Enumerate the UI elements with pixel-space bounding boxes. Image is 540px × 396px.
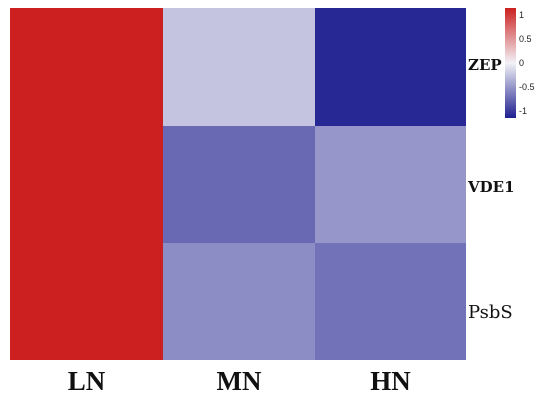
row-label-psbs: PsbS (468, 302, 513, 323)
legend-tick-label: 1 (519, 10, 524, 20)
column-labels: LN MN HN (68, 366, 412, 396)
heatmap-cell-psbs-mn (163, 243, 315, 360)
row-label-vde1: VDE1 (467, 178, 515, 196)
heatmap-cell-psbs-hn (315, 243, 466, 360)
heatmap-cell-vde1-ln (10, 126, 163, 243)
column-label-mn: MN (217, 366, 262, 396)
legend-tick-label: 0.5 (519, 34, 532, 44)
legend-tick-label: 0 (519, 58, 524, 68)
heatmap-cell-vde1-mn (163, 126, 315, 243)
heatmap-cell-psbs-ln (10, 243, 163, 360)
heatmap-cell-zep-ln (10, 8, 163, 126)
row-label-zep: ZEP (468, 56, 502, 74)
row-labels: ZEP VDE1 PsbS (467, 56, 515, 323)
color-legend: 1 0.5 0 -0.5 -1 (505, 8, 535, 118)
heatmap-cell-zep-mn (163, 8, 315, 126)
column-label-ln: LN (68, 366, 106, 396)
heatmap-cell-zep-hn (315, 8, 466, 126)
column-label-hn: HN (370, 366, 411, 396)
color-legend-bar (505, 8, 516, 118)
heatmap-cells (10, 8, 466, 360)
legend-tick-label: -1 (519, 106, 527, 116)
color-legend-ticks: 1 0.5 0 -0.5 -1 (519, 10, 535, 116)
heatmap-cell-vde1-hn (315, 126, 466, 243)
legend-tick-label: -0.5 (519, 82, 535, 92)
